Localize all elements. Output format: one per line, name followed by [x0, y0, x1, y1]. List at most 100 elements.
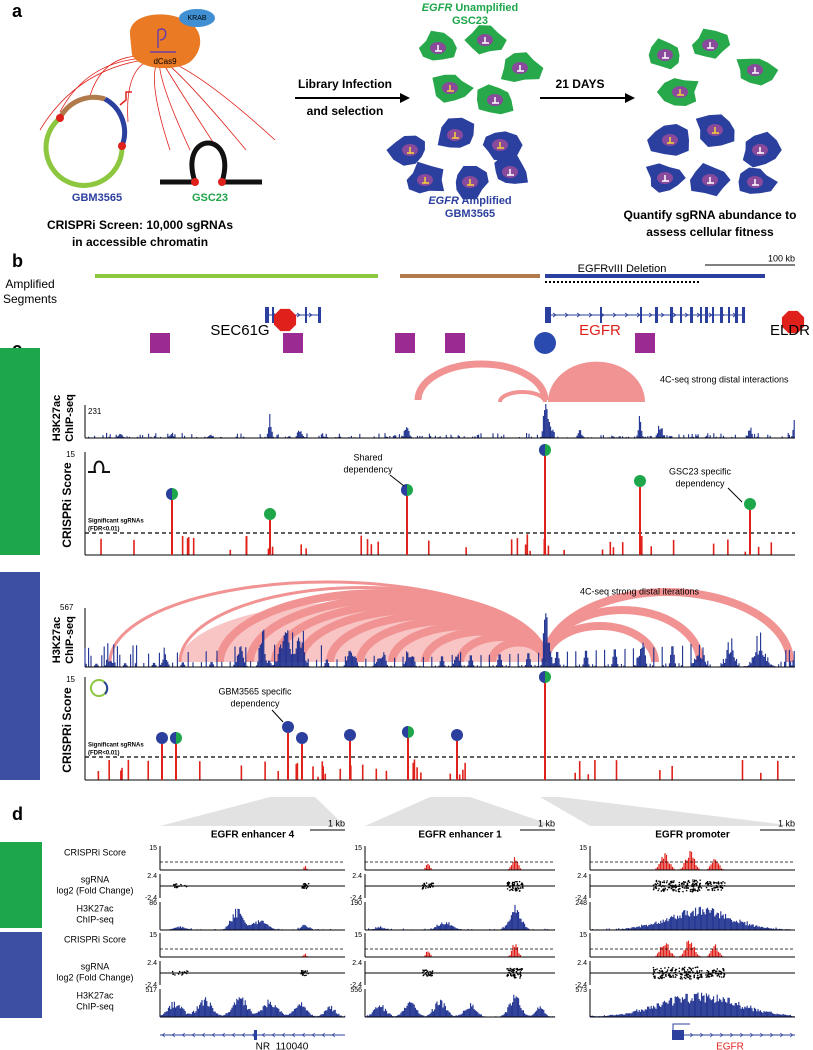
- gene-chevron: [161, 1032, 166, 1038]
- sgrna-glyph: [707, 177, 714, 184]
- sgrna-dot: [685, 887, 688, 890]
- sgrna-dot: [674, 884, 677, 886]
- sgrna-dot: [685, 889, 688, 892]
- sgrna-dot: [424, 887, 427, 889]
- sgrna-glyph: [492, 97, 499, 104]
- gene-chevron: [221, 1032, 226, 1038]
- gene-chevron: [331, 1032, 336, 1038]
- sgrna-dot: [516, 883, 519, 885]
- sgrna-dot: [671, 884, 673, 887]
- sgrna-dot: [431, 970, 434, 972]
- sgrna-dot: [692, 888, 695, 890]
- sgrna-dot: [654, 968, 657, 971]
- label: EGFR: [716, 1042, 744, 1050]
- sgrna-dot: [688, 977, 691, 980]
- cell-line-bar: [0, 932, 42, 1018]
- exon: [705, 307, 708, 323]
- sgrna-dot: [307, 972, 309, 975]
- sgrna-dot: [664, 888, 666, 891]
- label: H3K27ac: [51, 395, 63, 441]
- sgrna-dot: [428, 885, 431, 888]
- label: 573: [575, 987, 587, 994]
- sgrna-dot: [678, 881, 681, 884]
- sgrna-dot: [673, 889, 676, 891]
- exon: [680, 307, 682, 323]
- sgrna-dot: [689, 890, 692, 893]
- sgrna-dot: [654, 886, 657, 888]
- sgrna-dot: [697, 886, 700, 889]
- exon: [690, 307, 693, 323]
- sgrna-dot: [660, 974, 663, 977]
- sgrna-dot: [677, 888, 680, 891]
- sgrna-dot: [693, 974, 696, 977]
- sgrna-dot: [660, 890, 663, 892]
- sgrna-glyph: [467, 179, 474, 186]
- sgrna-dot: [670, 972, 672, 974]
- score-dot: [282, 721, 294, 733]
- sgrna-dot: [512, 974, 514, 977]
- sgrna-dot: [685, 971, 688, 973]
- chip-signal: [590, 906, 793, 930]
- sgrna-dot: [515, 976, 517, 979]
- sgrna-dot: [711, 971, 714, 974]
- sgrna-dot: [694, 966, 697, 969]
- label: and selection: [307, 104, 384, 118]
- label: dependency: [230, 698, 280, 708]
- sgrna-dot: [427, 972, 430, 974]
- sgrna-dot: [512, 968, 515, 971]
- label: Amplified: [5, 277, 54, 291]
- label: EGFR promoter: [655, 830, 730, 841]
- sgrna-dot: [705, 881, 708, 884]
- label: CRISPRi Score: [64, 934, 126, 944]
- sgrna-dot: [672, 976, 675, 978]
- sgrna-dot: [517, 973, 519, 976]
- label: 15: [66, 675, 75, 684]
- sgrna-dot: [425, 882, 428, 884]
- sgrna-dot: [695, 879, 698, 882]
- sgrna-glyph: [517, 65, 524, 72]
- sgrna-dot: [721, 884, 723, 887]
- sgrna-dot: [705, 974, 707, 976]
- sgrna-dot: [684, 885, 687, 887]
- panel-label: b: [12, 251, 23, 271]
- sgrna-dot: [652, 966, 655, 969]
- sgrna-dot: [713, 881, 715, 884]
- sgrna-dot: [662, 884, 664, 887]
- sgrna-dot: [686, 973, 688, 976]
- label: 15: [579, 845, 587, 852]
- site-dot: [56, 114, 64, 122]
- sgrna-dot: [689, 967, 692, 970]
- sgrna-dot: [715, 973, 717, 975]
- gene-chevron: [231, 1032, 236, 1038]
- sgrna-dot: [514, 887, 517, 889]
- sgrna-dot: [718, 975, 721, 978]
- sgrna-dot: [306, 886, 309, 888]
- sgrna-dot: [712, 969, 715, 972]
- label: 15: [149, 845, 157, 852]
- label: 21 DAYS: [556, 77, 605, 91]
- gene-chevron: [719, 1032, 724, 1038]
- sgrna-dot: [430, 975, 432, 977]
- sgrna-dot: [430, 885, 432, 887]
- gene-chevron: [241, 1032, 246, 1038]
- sgrna-dot: [694, 972, 697, 975]
- cell-line-bar: [0, 348, 40, 555]
- sgrna-dot: [508, 886, 511, 888]
- sgrna-dot: [691, 888, 693, 891]
- panel-label: d: [12, 804, 23, 824]
- sgrna-dot: [664, 967, 666, 969]
- repression-line: [159, 57, 276, 141]
- sgrna-dot: [522, 887, 524, 889]
- sgrna-dot: [706, 974, 709, 977]
- sgrna-dot: [681, 969, 683, 971]
- label: GBM3565: [445, 208, 495, 220]
- sgrna-dot: [663, 976, 665, 979]
- promoter-arrow: [119, 91, 132, 106]
- gene-chevron: [739, 1032, 744, 1038]
- annotation-arrow: [389, 474, 405, 487]
- sgrna-dot: [677, 890, 680, 893]
- label: sgRNA: [81, 874, 110, 884]
- sgrna-dot: [305, 972, 308, 974]
- sgrna-dot: [711, 888, 714, 891]
- sgrna-dot: [704, 882, 707, 885]
